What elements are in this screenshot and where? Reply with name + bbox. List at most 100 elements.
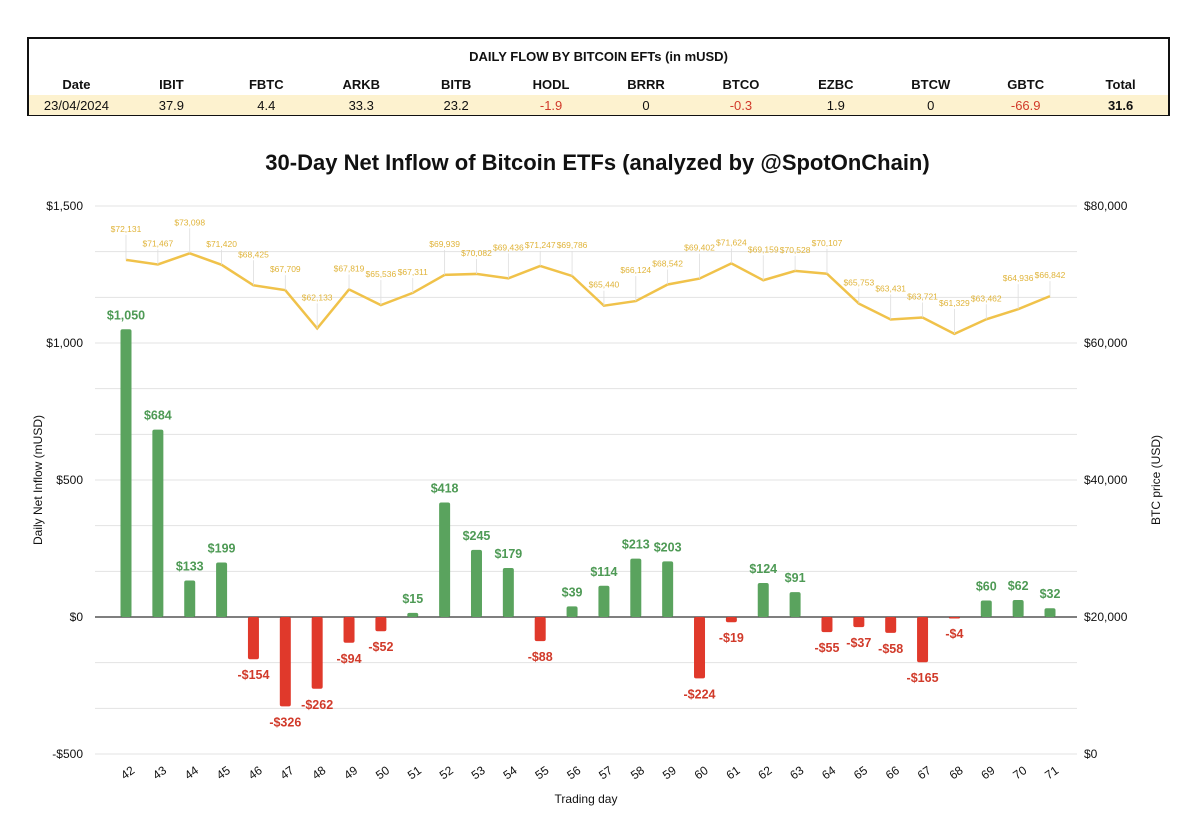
x-tick-label: 60 <box>692 763 711 782</box>
column-header: EZBC <box>818 77 854 92</box>
column-header: Total <box>1105 77 1136 92</box>
inflow-bar <box>694 617 706 679</box>
price-data-label: $71,247 <box>525 240 556 250</box>
x-tick-label: 68 <box>947 763 966 782</box>
inflow-bar <box>1012 600 1024 617</box>
x-tick-label: 54 <box>501 763 520 782</box>
x-tick-label: 47 <box>278 763 297 782</box>
inflow-data-label: -$224 <box>684 687 716 701</box>
y2-tick-label: $20,000 <box>1084 610 1128 624</box>
inflow-bar <box>789 592 801 617</box>
table-cell-gbtc: -66.9 <box>1010 97 1041 113</box>
inflow-data-label: -$94 <box>337 652 362 666</box>
inflow-bar <box>662 561 674 617</box>
inflow-data-label: $213 <box>622 538 650 552</box>
y-tick-label: -$500 <box>52 747 83 761</box>
inflow-data-label: $1,050 <box>107 308 145 322</box>
inflow-data-label: -$262 <box>301 698 333 712</box>
x-tick-label: 65 <box>851 763 870 782</box>
table-cell-date: 23/04/2024 <box>43 97 109 113</box>
inflow-bar <box>502 567 514 617</box>
price-data-label: $63,721 <box>907 292 938 302</box>
inflow-data-label: -$55 <box>814 641 839 655</box>
inflow-bar <box>885 617 897 633</box>
x-tick-label: 64 <box>819 763 838 782</box>
inflow-bar <box>120 329 132 617</box>
x-tick-label: 58 <box>628 763 647 782</box>
inflow-bar <box>279 617 291 707</box>
inflow-data-label: -$19 <box>719 631 744 645</box>
table-cell-total: 31.6 <box>1107 97 1134 113</box>
inflow-data-label: -$52 <box>368 640 393 654</box>
price-data-label: $68,425 <box>238 249 269 259</box>
x-axis-label: Trading day <box>555 792 618 806</box>
column-header: HODL <box>532 77 570 92</box>
inflow-bar <box>470 549 482 617</box>
inflow-data-label: -$165 <box>907 671 939 685</box>
y-tick-label: $1,500 <box>46 199 83 213</box>
table-cell-bitb: 23.2 <box>443 97 469 113</box>
inflow-bar <box>375 617 387 632</box>
x-tick-label: 69 <box>978 763 997 782</box>
table-cell-brrr: 0 <box>642 97 650 113</box>
price-data-label: $66,124 <box>620 265 651 275</box>
inflow-data-label: $418 <box>431 481 459 495</box>
table-cell-ezbc: 1.9 <box>826 97 845 113</box>
table-row: 23/04/2024 37.9 4.4 33.3 23.2 -1.9 0 -0.3 1.9 0 -6… <box>29 95 1168 115</box>
y-axis-label: Daily Net Inflow (mUSD) <box>31 415 45 545</box>
price-data-label: $71,467 <box>142 238 173 248</box>
table-header-row: Date IBIT FBTC ARKB BITB HODL BRRR BTCO EZBC BTCW… <box>29 77 1168 92</box>
price-data-label: $65,440 <box>589 280 620 290</box>
x-tick-label: 61 <box>724 763 743 782</box>
inflow-data-label: $133 <box>176 560 204 574</box>
inflow-data-label: $60 <box>976 580 997 594</box>
column-header: Date <box>62 77 91 92</box>
price-data-label: $73,098 <box>174 217 205 227</box>
inflow-data-label: -$37 <box>846 636 871 650</box>
y2-axis-label: BTC price (USD) <box>1149 435 1163 525</box>
column-header: ARKB <box>342 77 380 92</box>
inflow-data-label: $114 <box>590 565 617 579</box>
inflow-bar <box>534 617 546 642</box>
table-cell-fbtc: 4.4 <box>257 97 276 113</box>
btc-price-line <box>125 251 1051 336</box>
inflow-data-label: -$326 <box>269 715 301 729</box>
price-data-label: $72,131 <box>111 224 142 234</box>
y-tick-label: $500 <box>56 473 83 487</box>
price-data-label: $69,159 <box>748 244 779 254</box>
inflow-bar <box>311 617 323 689</box>
inflow-data-label: $39 <box>562 585 583 599</box>
table-cell-ibit: 37.9 <box>158 97 185 113</box>
x-tick-label: 59 <box>660 763 679 782</box>
column-header: IBIT <box>159 77 184 92</box>
x-tick-label: 67 <box>915 763 934 782</box>
y-tick-label: $0 <box>70 610 84 624</box>
price-data-label: $63,431 <box>875 283 906 293</box>
inflow-data-label: $684 <box>144 409 172 423</box>
daily-flow-table: DAILY FLOW BY BITCOIN EFTs (in mUSD) Dat… <box>27 37 1170 116</box>
inflow-bar <box>598 585 610 617</box>
x-tick-label: 50 <box>373 763 392 782</box>
inflow-bar <box>980 600 992 617</box>
x-tick-label: 71 <box>1042 763 1061 782</box>
y2-tick-label: $80,000 <box>1084 199 1128 213</box>
y2-tick-label: $40,000 <box>1084 473 1128 487</box>
price-data-label: $71,420 <box>206 239 237 249</box>
inflow-bar <box>821 617 833 633</box>
inflow-bar <box>853 617 865 628</box>
x-tick-label: 63 <box>787 763 806 782</box>
inflow-data-label: $245 <box>463 529 491 543</box>
inflow-data-label: $62 <box>1008 579 1029 593</box>
price-data-label: $67,311 <box>398 267 428 277</box>
price-data-label: $67,709 <box>270 264 301 274</box>
inflow-bar <box>184 580 196 617</box>
column-header: FBTC <box>248 77 284 92</box>
price-data-label: $64,936 <box>1003 273 1034 283</box>
price-data-label: $69,402 <box>684 243 715 253</box>
y2-tick-label: $60,000 <box>1084 336 1128 350</box>
inflow-data-label: -$88 <box>528 650 553 664</box>
inflow-bar <box>757 583 769 617</box>
inflow-bar <box>439 502 451 617</box>
inflow-bar <box>948 617 960 619</box>
